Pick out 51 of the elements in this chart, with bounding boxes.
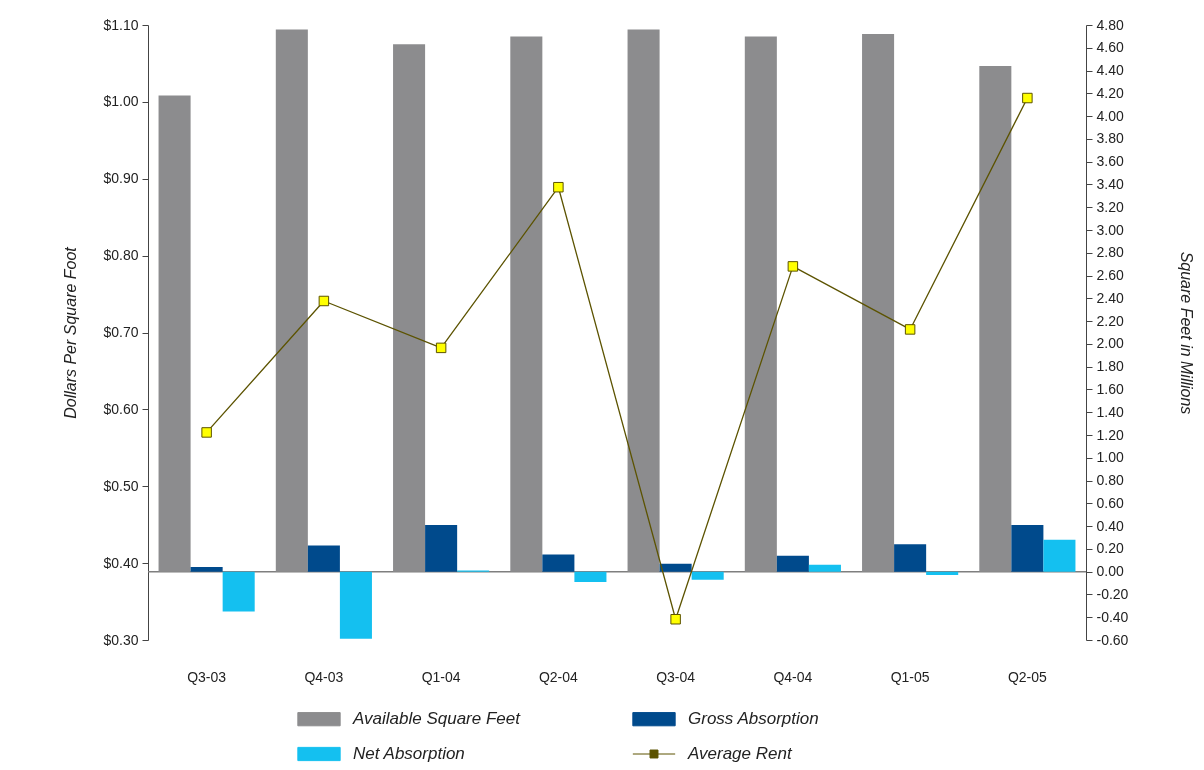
x-tick-label: Q4-03	[304, 668, 344, 685]
y2-tick-label: 1.40	[1096, 403, 1124, 420]
y2-tick-label: 0.20	[1096, 540, 1124, 557]
y-tick-label: $1.10	[103, 16, 139, 33]
y2-tick-label: 3.40	[1096, 175, 1124, 192]
y2-tick-label: -0.20	[1096, 585, 1129, 602]
legend-label: Average Rent	[687, 744, 793, 763]
x-tick-label: Q1-05	[890, 668, 930, 685]
y2-tick-label: 4.20	[1096, 84, 1124, 101]
x-tick-label: Q4-04	[773, 668, 813, 685]
y2-tick-label: 3.20	[1096, 198, 1124, 215]
y2-tick-label: 0.80	[1096, 472, 1124, 489]
y-tick-label: $1.00	[103, 93, 139, 110]
y2-tick-label: 1.80	[1096, 358, 1124, 375]
y2-tick-label: 2.20	[1096, 312, 1124, 329]
y2-tick-label: 0.40	[1096, 517, 1124, 534]
x-tick-label: Q2-04	[538, 668, 579, 685]
y-tick-label: $0.30	[103, 631, 139, 648]
y2-tick-label: 4.60	[1096, 39, 1124, 56]
y2-tick-label: 2.40	[1096, 289, 1124, 306]
y2-tick-label: 4.40	[1096, 62, 1124, 79]
y-tick-label: $0.80	[103, 247, 139, 264]
y-tick-label: $0.90	[103, 170, 139, 187]
y2-tick-label: 1.60	[1096, 380, 1124, 397]
legend-label: Gross Absorption	[688, 709, 819, 729]
y-tick-label: $0.60	[103, 400, 139, 417]
y-tick-label: $0.40	[103, 554, 139, 571]
y2-tick-label: 4.00	[1096, 107, 1124, 124]
y2-tick-label: 3.60	[1096, 153, 1124, 170]
x-tick-label: Q2-05	[1007, 668, 1048, 685]
y-axis-title: Dollars Per Square Foot	[62, 246, 80, 419]
y2-tick-label: 3.00	[1096, 221, 1124, 238]
x-tick-label: Q3-04	[656, 668, 696, 685]
y2-tick-label: 0.00	[1096, 563, 1124, 580]
y2-tick-label: -0.40	[1096, 608, 1129, 625]
y-tick-label: $0.70	[103, 324, 139, 340]
legend-label: Net Absorption	[353, 744, 465, 763]
x-tick-label: Q1-04	[421, 668, 461, 685]
y2-tick-label: 2.80	[1096, 244, 1124, 261]
y2-tick-label: 0.60	[1096, 494, 1124, 511]
y2-tick-label: 1.20	[1096, 426, 1124, 443]
y2-tick-label: 2.60	[1096, 267, 1124, 284]
y-tick-label: $0.50	[103, 477, 139, 494]
y2-tick-label: 3.80	[1096, 130, 1124, 147]
y2-axis-title: Square Feet in Millions	[1178, 251, 1196, 415]
y2-tick-label: 2.00	[1096, 335, 1124, 352]
y2-tick-label: 4.80	[1096, 16, 1124, 33]
x-tick-label: Q3-03	[187, 668, 227, 685]
legend-label: Available Square Feet	[352, 709, 522, 729]
y2-tick-label: 1.00	[1096, 449, 1124, 466]
y2-tick-label: -0.60	[1096, 631, 1129, 648]
